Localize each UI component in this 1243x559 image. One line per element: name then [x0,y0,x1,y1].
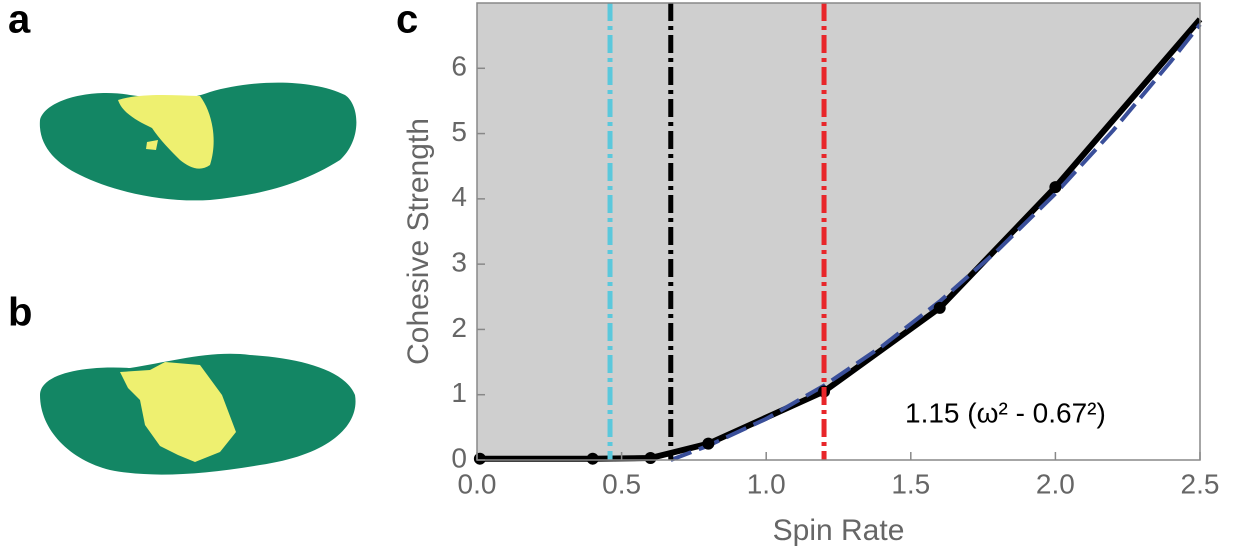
x-tick-label: 2.5 [1181,468,1220,499]
x-tick-label: 2.0 [1036,468,1075,499]
patch [118,94,214,169]
point [1049,181,1062,194]
x-tick-label: 0.5 [602,468,641,499]
x-tick-label: 0.0 [458,468,497,499]
patch [146,140,158,150]
y-tick-label: 3 [451,247,467,278]
point [644,452,657,465]
x-tick-label: 1.5 [891,468,930,499]
y-tick-label: 6 [451,51,467,82]
y-tick-label: 5 [451,116,467,147]
y-tick-label: 1 [451,377,467,408]
shaded-region [477,3,1200,459]
panel-label: c [396,0,418,42]
panel-label: a [8,0,31,42]
y-tick-label: 2 [451,312,467,343]
annotation: 1.15 (ω² - 0.67²) [905,397,1106,428]
plot-frame [476,2,1201,461]
point [586,452,599,465]
asteroid-a [39,82,357,201]
y-tick-label: 4 [451,181,467,212]
y-tick-label: 0 [451,442,467,473]
asteroid-b [40,353,356,475]
x-tick-label: 1.0 [747,468,786,499]
point [933,301,946,314]
chart-c: 0 1 2 3 4 5 6 0.0 0.5 1.0 1.5 2.0 2.5 Spin Rate Cohesi… [396,0,1219,547]
x-axis-label: Spin Rate [773,514,905,547]
series-line [670,23,1202,462]
patch [120,362,236,462]
panel-label: b [8,291,32,335]
point [473,452,486,465]
y-axis-label: Cohesive Strength [402,118,435,365]
point [702,437,715,450]
